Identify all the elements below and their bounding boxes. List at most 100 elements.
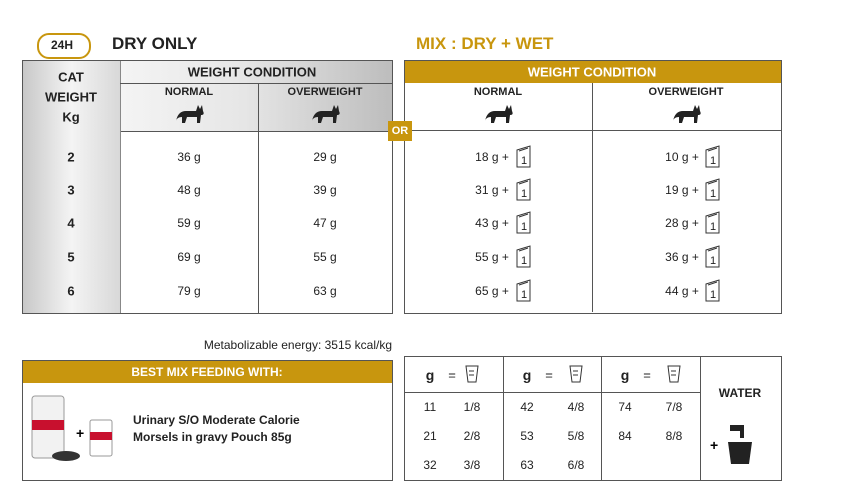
- conv-divider: [503, 357, 504, 480]
- dry-amount: 69 g: [177, 250, 201, 264]
- cat-weight-label: CAT: [58, 69, 84, 85]
- group-underline: [120, 83, 392, 84]
- mix-header-bg: [405, 61, 781, 83]
- group-header: WEIGHT CONDITION: [187, 64, 317, 80]
- pouch-icon: [516, 145, 531, 168]
- pouch-icon: [705, 211, 720, 234]
- cup-icon: [667, 365, 681, 383]
- cat-icon: [485, 105, 513, 123]
- cat-icon: [312, 105, 340, 123]
- best-mix-title: BEST MIX FEEDING WITH:: [131, 365, 283, 379]
- pouch-icon: [705, 245, 720, 268]
- group-header: WEIGHT CONDITION: [527, 64, 657, 80]
- pouch-icon: [516, 245, 531, 268]
- or-badge: [388, 121, 412, 141]
- pouch-icon: [705, 279, 720, 302]
- dry-table: [22, 60, 393, 314]
- mix-divider: [592, 83, 593, 312]
- svg-text:+: +: [76, 425, 84, 441]
- dry-amount: 59 g: [177, 216, 201, 230]
- dry-amount: 47 g: [313, 216, 337, 230]
- mix-dry-amount: 28 g +: [665, 216, 699, 230]
- cat-weight: 4: [67, 215, 75, 231]
- pouch-count: 1: [520, 289, 528, 301]
- pouch-icon: [705, 145, 720, 168]
- svg-text:+: +: [710, 437, 718, 453]
- cups: 2/8: [463, 429, 481, 443]
- column-header: OVERWEIGHT: [648, 86, 724, 98]
- energy-note: Metabolizable energy: 3515 kcal/kg: [203, 338, 392, 352]
- pouch-count: 1: [520, 188, 528, 200]
- cup-icon: [465, 365, 479, 383]
- cups: 3/8: [463, 458, 481, 472]
- pouch-count: 1: [709, 221, 717, 233]
- column-header: OVERWEIGHT: [287, 86, 363, 98]
- conv-divider: [601, 357, 602, 480]
- cups: 8/8: [665, 429, 683, 443]
- equals: =: [545, 367, 553, 383]
- dry-amount: 36 g: [177, 150, 201, 164]
- cat-weight-label: WEIGHT: [45, 89, 97, 105]
- grams: 42: [520, 400, 534, 414]
- pouch-icon: [705, 178, 720, 201]
- pouch-count: 1: [709, 155, 717, 167]
- cups: 7/8: [665, 400, 683, 414]
- mix-dry-amount: 43 g +: [475, 216, 509, 230]
- column-header: NORMAL: [473, 86, 523, 98]
- or-label: OR: [391, 125, 409, 137]
- best-mix-header-bg: [23, 361, 392, 383]
- col-divider: [258, 84, 259, 313]
- unit-header: g: [522, 367, 532, 383]
- mix-dry-amount: 18 g +: [475, 150, 509, 164]
- grams: 11: [423, 400, 437, 414]
- pouch-count: 1: [520, 155, 528, 167]
- pouch-icon: [516, 211, 531, 234]
- mix-dry-amount: 36 g +: [665, 250, 699, 264]
- grams: 53: [520, 429, 534, 443]
- product-name: Urinary S/O Moderate Calorie: [133, 413, 300, 427]
- mix-dry-amount: 65 g +: [475, 284, 509, 298]
- pouch-count: 1: [709, 289, 717, 301]
- pouch-icon: [516, 178, 531, 201]
- grams: 32: [423, 458, 437, 472]
- weight-column-bg: [23, 61, 121, 313]
- product-icons: +: [31, 395, 113, 461]
- dry-amount: 55 g: [313, 250, 337, 264]
- water-label: WATER: [718, 386, 762, 400]
- cat-icon: [673, 105, 701, 123]
- cup-icon: [569, 365, 583, 383]
- cat-icon: [176, 105, 204, 123]
- cups: 5/8: [567, 429, 585, 443]
- mix-dry-amount: 10 g +: [665, 150, 699, 164]
- section-title: DRY ONLY: [112, 34, 198, 53]
- best-mix-box: [22, 360, 393, 481]
- cat-weight: 3: [67, 182, 75, 198]
- cat-weight: 5: [67, 249, 75, 265]
- pouch-count: 1: [709, 255, 717, 267]
- cat-weight-label: Kg: [62, 109, 80, 125]
- badge-label: 24H: [50, 38, 74, 52]
- dry-amount: 63 g: [313, 284, 337, 298]
- cups: 1/8: [463, 400, 481, 414]
- pouch-count: 1: [709, 188, 717, 200]
- cat-weight: 2: [67, 149, 75, 165]
- pouch-icon: [516, 279, 531, 302]
- conversion-table: [404, 356, 782, 481]
- equals: =: [643, 367, 651, 383]
- cups: 4/8: [567, 400, 585, 414]
- water-icon: +: [710, 425, 752, 464]
- equals: =: [448, 367, 456, 383]
- conv-header-line: [405, 392, 700, 393]
- mix-dry-amount: 31 g +: [475, 183, 509, 197]
- grams: 63: [520, 458, 534, 472]
- unit-header: g: [620, 367, 630, 383]
- dry-amount: 39 g: [313, 183, 337, 197]
- cat-weight: 6: [67, 283, 75, 299]
- product-name: Morsels in gravy Pouch 85g: [133, 430, 292, 444]
- mix-header-line: [405, 130, 781, 131]
- section-title: MIX : DRY + WET: [416, 34, 554, 53]
- mix-table: [404, 60, 782, 314]
- grams: 21: [423, 429, 437, 443]
- dry-amount: 48 g: [177, 183, 201, 197]
